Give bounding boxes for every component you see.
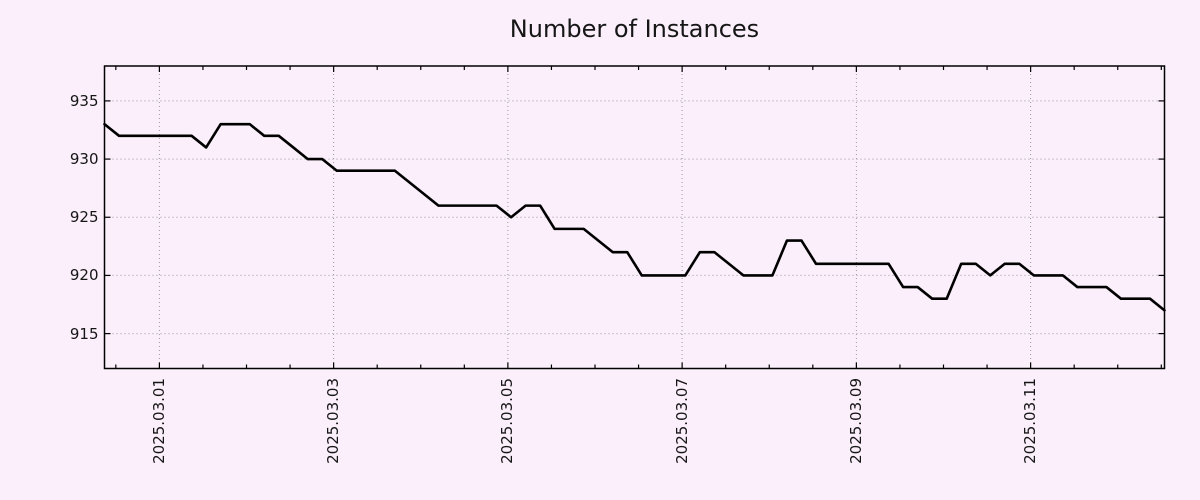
y-tick-label: 915 xyxy=(69,324,99,343)
x-tick-label: 2025.03.07 xyxy=(672,377,691,464)
x-tick-label: 2025.03.01 xyxy=(149,377,168,464)
x-tick-label: 2025.03.11 xyxy=(1021,377,1040,464)
y-tick-label: 930 xyxy=(69,150,99,169)
x-tick-label: 2025.03.09 xyxy=(846,377,865,464)
plot-border xyxy=(103,65,1166,370)
y-tick-label: 935 xyxy=(69,91,99,110)
x-tick-label: 2025.03.03 xyxy=(324,377,343,464)
chart-title: Number of Instances xyxy=(509,15,760,43)
y-tick-label: 920 xyxy=(69,266,99,285)
y-tick-label: 925 xyxy=(69,208,99,227)
data-line-instances xyxy=(103,122,1166,312)
x-tick-label: 2025.03.05 xyxy=(498,377,517,464)
